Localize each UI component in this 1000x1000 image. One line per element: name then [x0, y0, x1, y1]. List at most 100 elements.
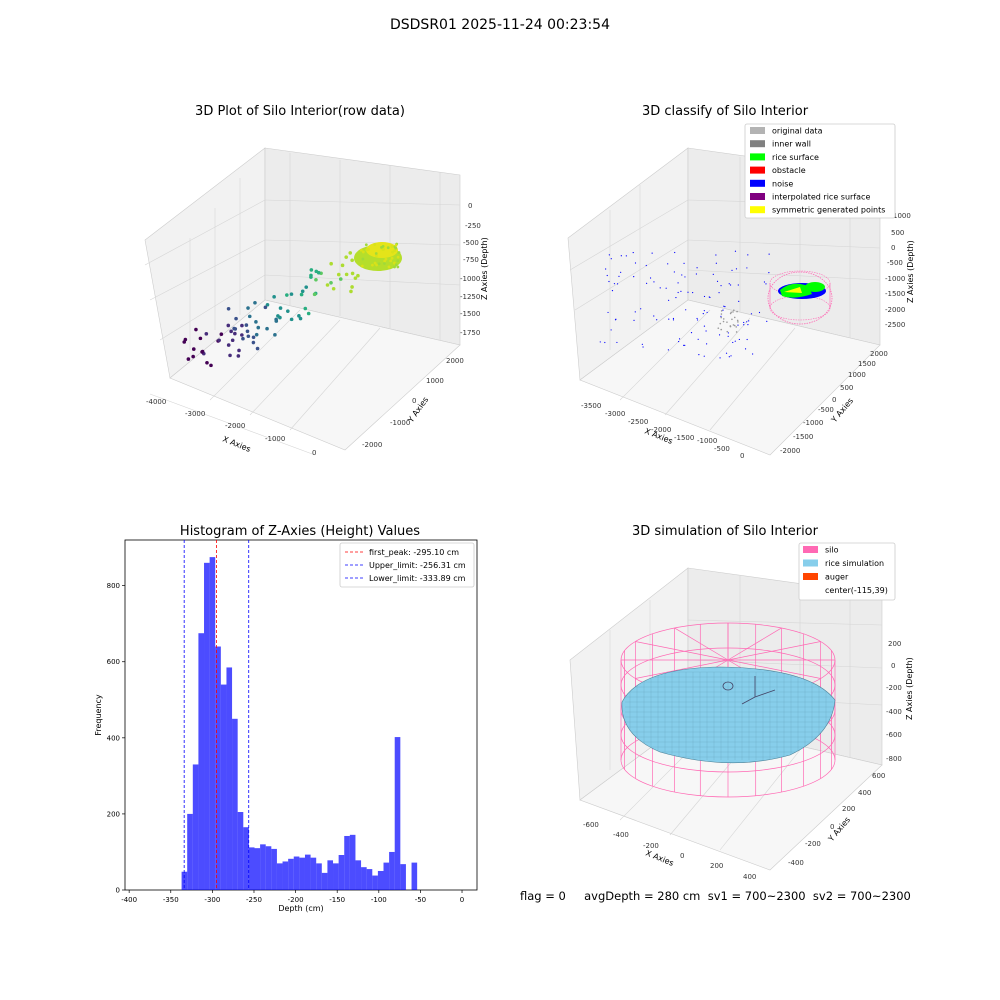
raw-point: [329, 280, 333, 285]
noise-point: [674, 251, 676, 254]
raw-cluster-point: [396, 255, 400, 259]
raw-cluster-point: [364, 243, 368, 247]
classify-xtick: -3500: [581, 402, 601, 410]
histogram-legend-label: Upper_limit: -256.31 cm: [369, 561, 466, 570]
noise-point: [765, 283, 767, 285]
histogram-bar: [293, 856, 300, 890]
histogram-bar: [254, 848, 261, 890]
noise-point: [604, 341, 606, 344]
raw-cluster-point: [373, 243, 377, 246]
raw-cluster-point: [393, 249, 397, 252]
raw-point: [274, 317, 278, 322]
noise-point: [656, 319, 658, 321]
histogram-bar: [377, 870, 384, 890]
raw-point: [191, 347, 196, 351]
classify-legend: original data inner wall rice surface obsta…: [744, 123, 896, 219]
noise-point: [645, 264, 647, 267]
raw-cluster-point: [390, 256, 394, 260]
legend-swatch: [750, 193, 765, 200]
histogram-bar: [215, 646, 221, 890]
histogram-bar: [237, 812, 244, 890]
classify-ztick: -500: [887, 259, 903, 267]
raw-xtick: -4000: [146, 398, 166, 406]
legend-swatch: [750, 179, 765, 187]
histogram-bar: [310, 857, 317, 890]
simulation-xtick: -200: [643, 842, 659, 850]
raw-point: [200, 350, 204, 354]
histogram-xtick-label: -300: [204, 896, 220, 904]
classify-ztick: 500: [891, 229, 904, 237]
raw-cluster-point: [377, 262, 381, 266]
original-point: [722, 318, 725, 320]
noise-point: [625, 255, 627, 257]
noise-point: [698, 354, 700, 356]
histogram-xtick-label: -400: [121, 896, 137, 904]
silo-roof-spoke: [727, 659, 821, 679]
classify-ytick: -1000: [803, 419, 823, 427]
classify-ytick: 500: [840, 384, 853, 392]
histogram-xtick-label: -250: [246, 896, 262, 904]
original-point: [733, 316, 736, 319]
original-point: [720, 313, 723, 315]
raw-point: [241, 336, 245, 341]
simulation-ytick: 200: [842, 805, 855, 813]
noise-point: [763, 281, 766, 283]
raw-cluster-point: [367, 247, 370, 251]
noise-point: [695, 273, 697, 275]
simulation-xtick: -600: [583, 821, 599, 829]
raw-surface-cluster: [354, 242, 402, 271]
simulation-plot-title: 3D simulation of Silo Interior: [632, 524, 818, 539]
histogram-bar: [265, 846, 272, 890]
histogram-bar: [271, 848, 277, 890]
silo-roof-spoke: [635, 659, 729, 679]
noise-point: [610, 329, 612, 331]
raw-point: [263, 305, 268, 310]
noise-point: [768, 253, 770, 255]
raw-grid: [144, 153, 461, 456]
histogram-bar: [232, 718, 238, 890]
simulation-ztick: 0: [891, 662, 895, 670]
classify-xtick: -1500: [674, 434, 694, 442]
legend-label: rice surface: [772, 153, 819, 162]
original-point: [735, 326, 738, 328]
noise-point: [747, 324, 749, 326]
noise-point: [668, 318, 670, 320]
raw-point: [309, 273, 313, 278]
raw-cluster-point: [380, 245, 383, 249]
noise-point: [680, 290, 682, 292]
noise-point: [747, 254, 749, 256]
noise-point: [614, 319, 617, 321]
histogram-bar: [321, 872, 328, 890]
noise-point: [734, 340, 736, 342]
raw-point: [303, 306, 308, 311]
histogram-xtick-label: 0: [460, 896, 464, 904]
noise-point: [743, 324, 745, 326]
noise-point: [665, 287, 667, 289]
classify-xtick: -1000: [697, 437, 717, 445]
raw-point: [183, 337, 188, 342]
noise-point: [687, 291, 689, 293]
raw-cluster-point: [375, 263, 379, 267]
histogram-ytick-label: 200: [107, 810, 120, 818]
raw-point: [255, 346, 260, 351]
raw-cluster-point: [374, 252, 378, 255]
noise-point: [672, 319, 675, 321]
noise-point: [737, 324, 739, 326]
raw-point: [230, 338, 235, 343]
legend-label: silo: [825, 546, 839, 555]
noise-point: [613, 283, 616, 285]
noise-point: [746, 338, 748, 341]
raw-point: [237, 348, 241, 353]
histogram-bar: [344, 835, 350, 890]
histogram-bar: [204, 562, 210, 890]
raw-point: [226, 323, 231, 328]
histogram-ylabel: Frequency: [94, 694, 103, 736]
histogram-legend-label: Lower_limit: -333.89 cm: [369, 574, 466, 583]
classify-ztick: 0: [891, 244, 895, 252]
classify-plot-title: 3D classify of Silo Interior: [641, 104, 809, 119]
histogram-bar: [355, 860, 362, 890]
noise-point: [744, 348, 747, 350]
histogram-bar: [349, 834, 356, 890]
noise-point: [703, 355, 705, 357]
noise-point: [720, 285, 722, 287]
